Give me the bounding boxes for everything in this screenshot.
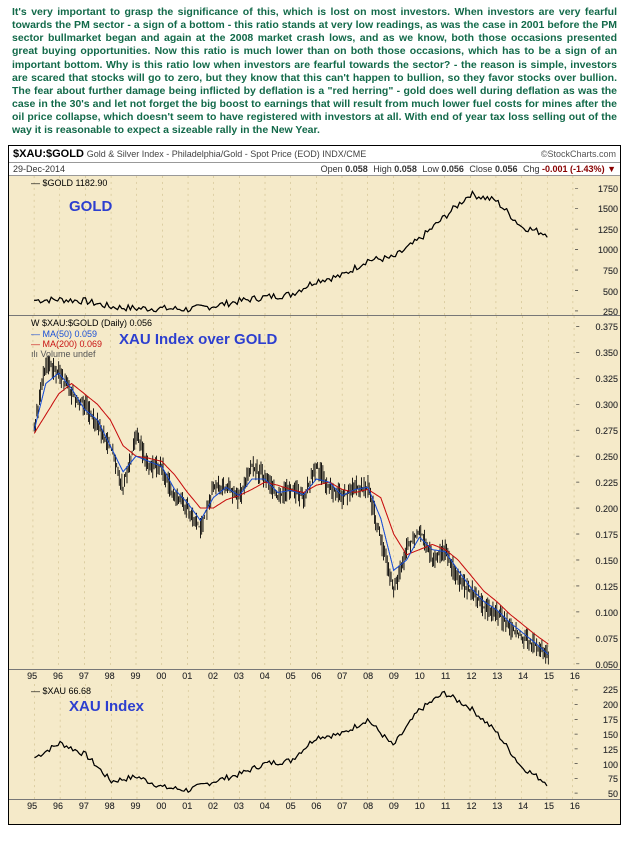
plot-gold [27,176,580,315]
yaxis-gold: 2505007501000125015001750250500750100012… [582,176,620,315]
plot-ratio [27,316,580,669]
chart-header: $XAU:$GOLD Gold & Silver Index - Philade… [9,146,620,163]
xaxis-middle: 9596979899000102030405060708091011121314… [9,670,620,684]
panel-ratio: W $XAU:$GOLD (Daily) 0.056— MA(50) 0.059… [9,316,620,670]
chart-subheader: 29-Dec-2014 Open 0.058 High 0.058 Low 0.… [9,163,620,176]
commentary-text: It's very important to grasp the signifi… [0,0,629,141]
yaxis-xau: 5075100125150175200225507510012515017520… [582,684,620,799]
xaxis-bottom: 9596979899000102030405060708091011121314… [9,800,620,814]
yaxis-ratio: 0.0500.0750.1000.1250.1500.1750.2000.225… [582,316,620,669]
chart-credit: ©StockCharts.com [541,149,616,159]
panel-ratio-label: XAU Index over GOLD [119,331,277,348]
chart-date: 29-Dec-2014 [13,164,65,174]
down-triangle-icon: ▼ [607,164,616,174]
panel-xau-legend: — $XAU 66.68 [31,686,91,696]
panel-gold-label: GOLD [69,198,112,215]
chart-symbol: $XAU:$GOLD [13,148,84,160]
chart-container: $XAU:$GOLD Gold & Silver Index - Philade… [8,145,621,825]
panel-xau-label: XAU Index [69,698,144,715]
panel-gold: — $GOLD 1182.90 GOLD 2505007501000125015… [9,176,620,316]
ohlc-block: Open 0.058 High 0.058 Low 0.056 Close 0.… [321,164,616,174]
panel-xau: — $XAU 66.68 XAU Index 50751001251501752… [9,684,620,800]
chart-description: Gold & Silver Index - Philadelphia/Gold … [87,149,367,159]
panel-gold-legend: — $GOLD 1182.90 [31,178,107,188]
